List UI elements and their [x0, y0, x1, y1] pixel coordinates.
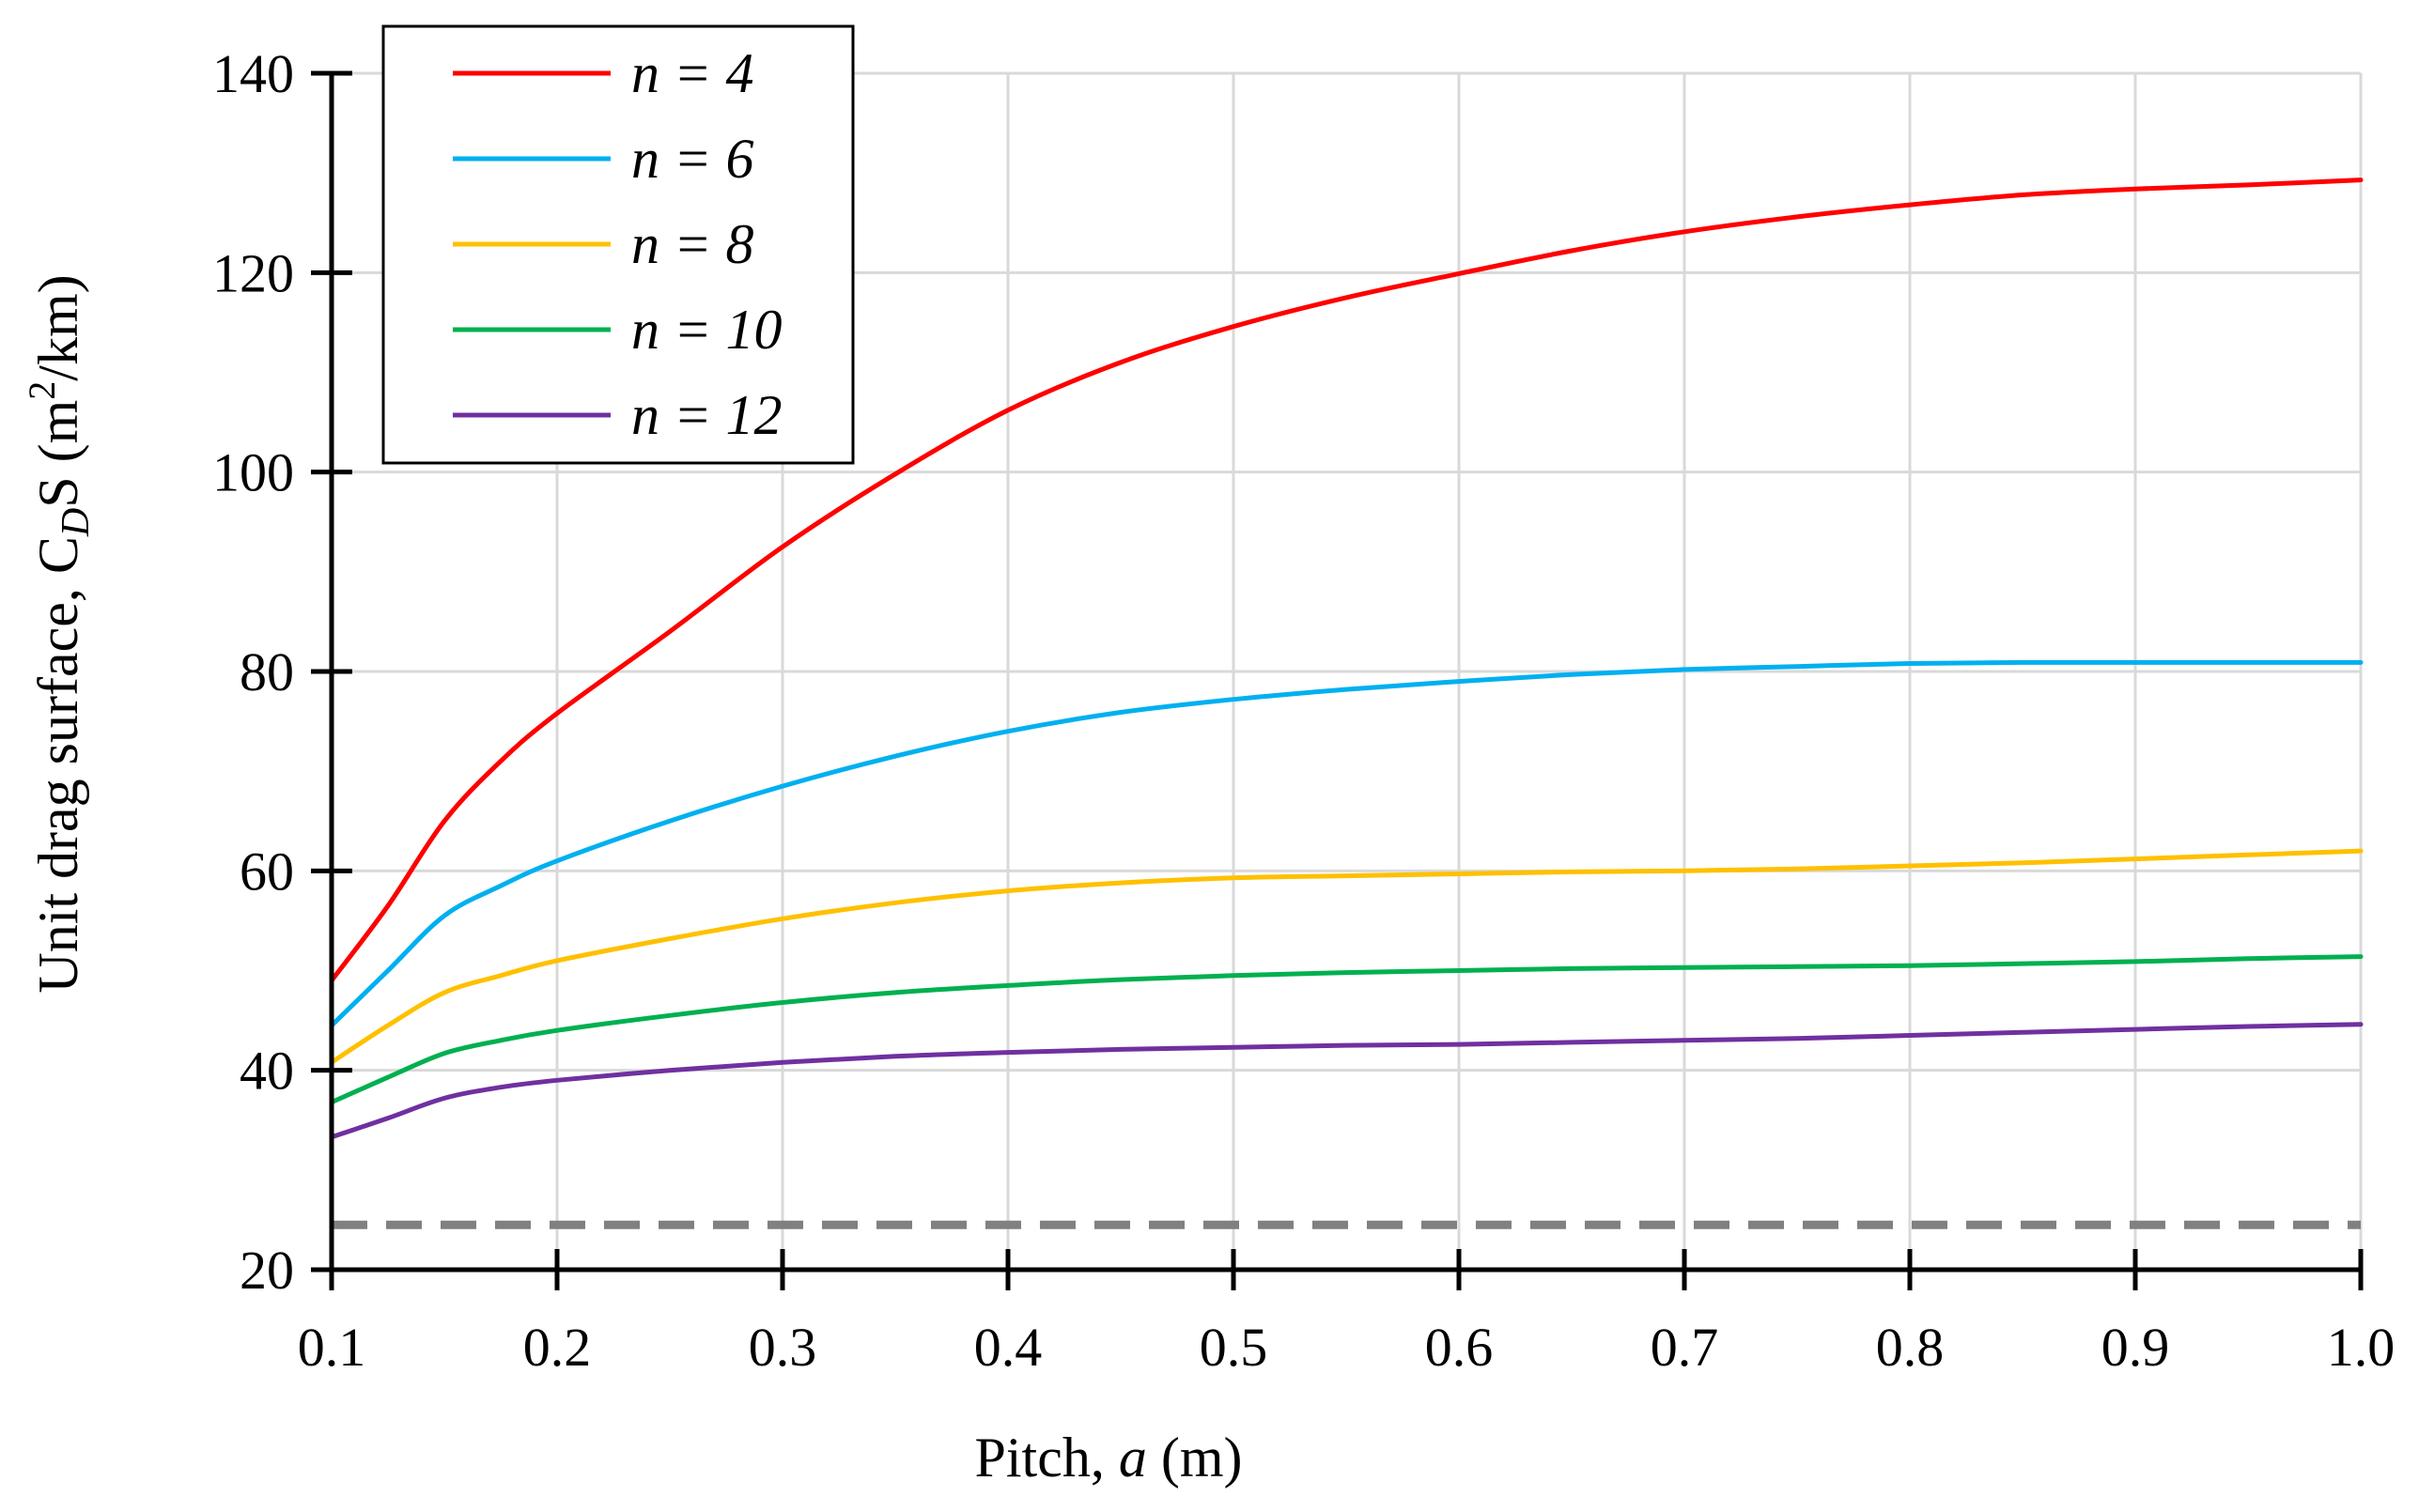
y-tick-label: 80 — [240, 641, 294, 702]
legend-label: n = 12 — [631, 384, 783, 446]
y-tick-label: 100 — [212, 442, 294, 503]
x-tick-label: 0.9 — [2101, 1317, 2170, 1378]
x-tick-label: 0.4 — [974, 1317, 1043, 1378]
x-tick-label: 0.3 — [749, 1317, 817, 1378]
legend-label: n = 6 — [631, 128, 754, 190]
series-line-n12 — [329, 1022, 2364, 1140]
axes — [311, 70, 2364, 1290]
x-tick-labels: 0.1 0.2 0.3 0.4 0.5 0.6 0.7 0.8 0.9 1.0 — [298, 1317, 2396, 1378]
x-tick-label: 0.6 — [1425, 1317, 1494, 1378]
x-tick-label: 0.5 — [1200, 1317, 1268, 1378]
y-axis-title: Unit drag surface, CDS (m2/km) — [21, 274, 98, 993]
legend: n = 4 n = 6 n = 8 n = 10 n = 12 — [381, 24, 855, 465]
legend-label: n = 8 — [631, 213, 754, 275]
y-tick-label: 140 — [212, 43, 294, 104]
legend-label: n = 4 — [631, 42, 754, 104]
series-line-n4 — [329, 177, 2364, 983]
series-line-n10 — [329, 954, 2364, 1105]
series-line-n8 — [329, 848, 2364, 1065]
series-group — [329, 177, 2364, 1140]
y-tick-labels: 20 40 60 80 100 120 140 — [212, 43, 294, 1301]
legend-label: n = 10 — [631, 299, 783, 361]
x-tick-label: 0.7 — [1651, 1317, 1719, 1378]
y-tick-label: 40 — [240, 1041, 294, 1102]
y-tick-label: 120 — [212, 242, 294, 303]
x-tick-label: 1.0 — [2327, 1317, 2396, 1378]
y-tick-label: 60 — [240, 841, 294, 902]
x-axis-title: Pitch, a (m) — [975, 1427, 1243, 1489]
x-tick-label: 0.2 — [523, 1317, 592, 1378]
series-line-n6 — [329, 659, 2364, 1028]
y-tick-label: 20 — [240, 1240, 294, 1301]
x-tick-label: 0.1 — [298, 1317, 366, 1378]
x-tick-label: 0.8 — [1876, 1317, 1945, 1378]
